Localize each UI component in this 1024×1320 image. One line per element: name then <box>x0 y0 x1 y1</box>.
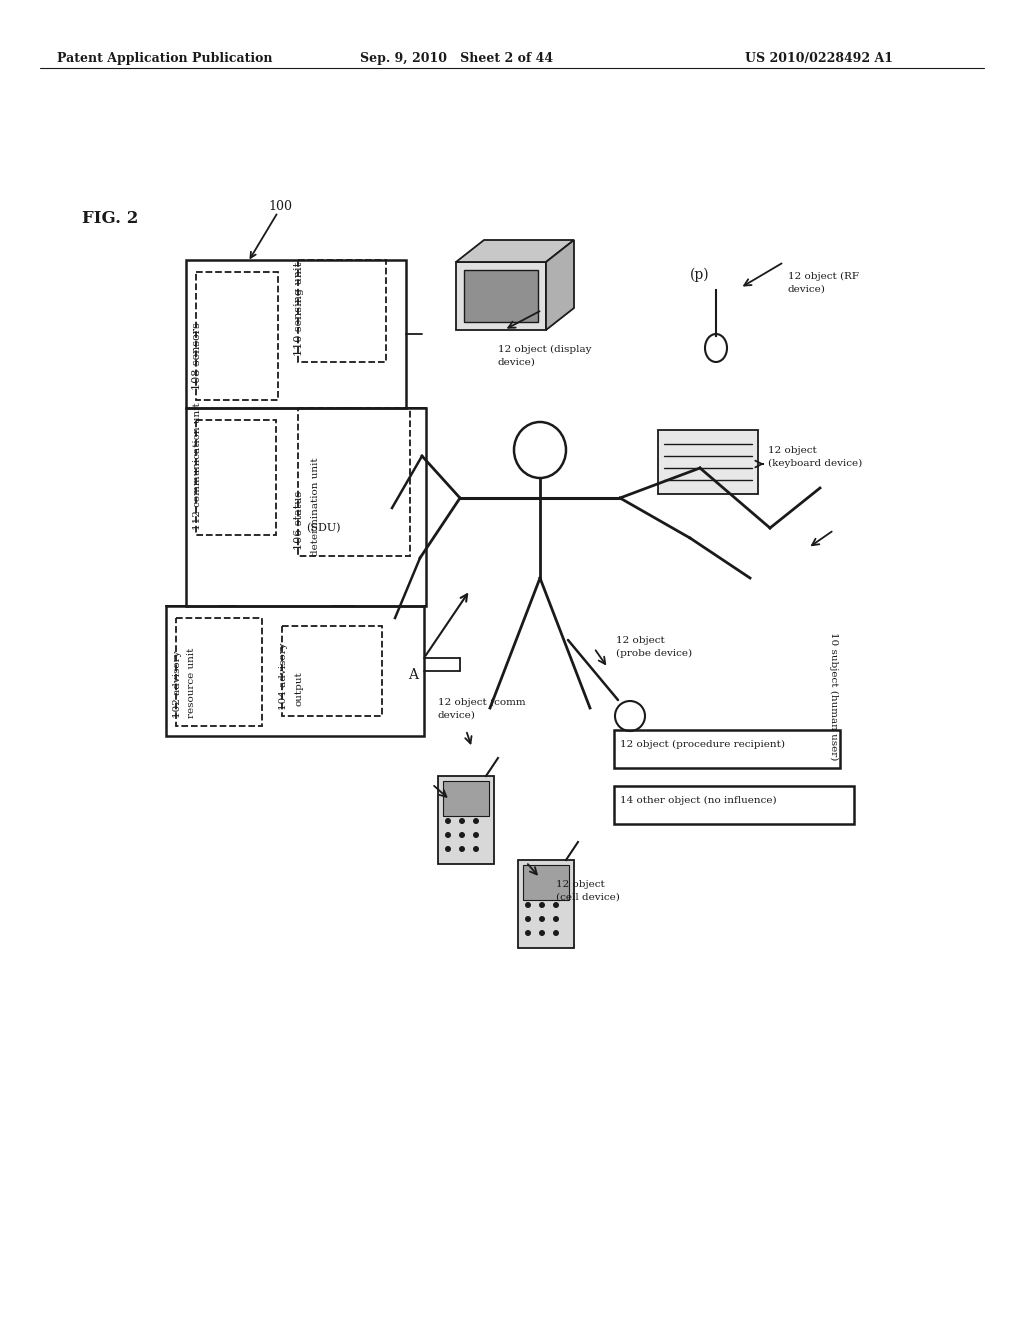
Polygon shape <box>456 261 546 330</box>
Polygon shape <box>658 430 758 494</box>
Text: US 2010/0228492 A1: US 2010/0228492 A1 <box>745 51 893 65</box>
Ellipse shape <box>525 902 531 908</box>
Text: determination unit: determination unit <box>311 457 319 556</box>
Polygon shape <box>464 271 538 322</box>
Ellipse shape <box>459 832 465 838</box>
Text: Sep. 9, 2010   Sheet 2 of 44: Sep. 9, 2010 Sheet 2 of 44 <box>360 51 553 65</box>
Text: (probe device): (probe device) <box>616 649 692 659</box>
Polygon shape <box>546 240 574 330</box>
Ellipse shape <box>553 931 559 936</box>
Text: 104 advisory: 104 advisory <box>279 643 288 710</box>
Ellipse shape <box>539 931 545 936</box>
Text: 12 object: 12 object <box>616 636 665 645</box>
Text: 12 object: 12 object <box>556 880 605 888</box>
Text: Patent Application Publication: Patent Application Publication <box>57 51 272 65</box>
Text: (SDU): (SDU) <box>306 523 341 533</box>
Text: 110 sensing unit: 110 sensing unit <box>294 261 304 356</box>
Polygon shape <box>456 240 574 261</box>
Ellipse shape <box>459 818 465 824</box>
Ellipse shape <box>445 846 451 851</box>
Text: 12 object (procedure recipient): 12 object (procedure recipient) <box>620 741 785 750</box>
Ellipse shape <box>553 916 559 921</box>
Text: device): device) <box>788 285 826 294</box>
Ellipse shape <box>473 846 479 851</box>
Text: (p): (p) <box>690 268 710 282</box>
Text: FIG. 2: FIG. 2 <box>82 210 138 227</box>
Text: (keyboard device): (keyboard device) <box>768 459 862 469</box>
Polygon shape <box>523 865 569 900</box>
Text: 102 advisory: 102 advisory <box>173 651 182 718</box>
Text: 108 sensors: 108 sensors <box>193 322 202 389</box>
Ellipse shape <box>445 818 451 824</box>
Ellipse shape <box>553 902 559 908</box>
Text: 10 subject (human user): 10 subject (human user) <box>828 632 838 760</box>
Ellipse shape <box>473 818 479 824</box>
Text: 14 other object (no influence): 14 other object (no influence) <box>620 796 776 805</box>
Text: 12 object (display: 12 object (display <box>498 345 592 354</box>
Text: device): device) <box>438 711 476 719</box>
Ellipse shape <box>525 916 531 921</box>
Ellipse shape <box>525 931 531 936</box>
Text: A: A <box>408 668 418 682</box>
Ellipse shape <box>459 846 465 851</box>
Text: (cell device): (cell device) <box>556 894 620 902</box>
Polygon shape <box>443 781 489 816</box>
Text: 12 object: 12 object <box>768 446 817 455</box>
Ellipse shape <box>539 916 545 921</box>
Text: 106 status: 106 status <box>294 491 304 550</box>
Text: output: output <box>295 672 304 706</box>
Polygon shape <box>438 776 494 865</box>
Polygon shape <box>518 861 574 948</box>
Ellipse shape <box>445 832 451 838</box>
Text: 12 object (RF: 12 object (RF <box>788 272 859 281</box>
Text: resource unit: resource unit <box>187 648 196 718</box>
Ellipse shape <box>473 832 479 838</box>
Ellipse shape <box>539 902 545 908</box>
Text: 112 communication unit: 112 communication unit <box>193 403 202 531</box>
Text: 12 object (comm: 12 object (comm <box>438 698 525 708</box>
Text: 100: 100 <box>268 201 292 213</box>
Text: device): device) <box>498 358 536 367</box>
